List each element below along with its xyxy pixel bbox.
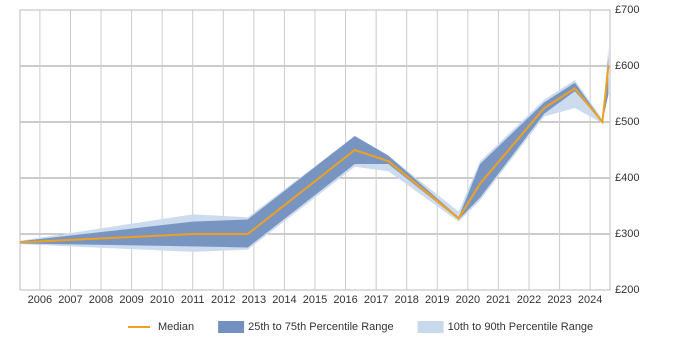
legend-swatch [417,321,444,333]
x-tick-label: 2022 [517,294,541,306]
x-tick-label: 2008 [89,294,113,306]
x-tick-label: 2015 [303,294,327,306]
legend-label: 10th to 90th Percentile Range [448,321,594,333]
y-tick-label: £500 [615,116,639,128]
median-line [19,65,610,244]
x-tick-label: 2012 [211,294,235,306]
legend-swatch [218,321,245,333]
percentile-band [20,46,609,252]
legend-label: Median [158,321,194,333]
x-tick-label: 2019 [425,294,449,306]
x-tick-label: 2014 [272,294,296,306]
x-tick-label: 2006 [28,294,52,306]
y-tick-label: £200 [615,284,639,296]
x-tick-label: 2011 [181,294,205,306]
x-tick-label: 2024 [578,294,602,306]
x-tick-label: 2007 [58,294,82,306]
y-tick-label: £300 [615,228,639,240]
y-tick-label: £700 [615,4,639,16]
x-tick-label: 2021 [486,294,510,306]
x-tick-label: 2018 [394,294,418,306]
x-tick-label: 2020 [456,294,480,306]
x-tick-label: 2009 [119,294,143,306]
y-tick-label: £600 [615,60,639,72]
x-tick-label: 2010 [150,294,174,306]
legend-label: 25th to 75th Percentile Range [248,321,394,333]
x-tick-label: 2017 [364,294,388,306]
plot-border [19,9,611,291]
x-tick-label: 2016 [333,294,357,306]
percentile-band [20,54,609,248]
x-tick-label: 2013 [242,294,266,306]
y-tick-label: £400 [615,172,639,184]
x-tick-label: 2023 [547,294,571,306]
